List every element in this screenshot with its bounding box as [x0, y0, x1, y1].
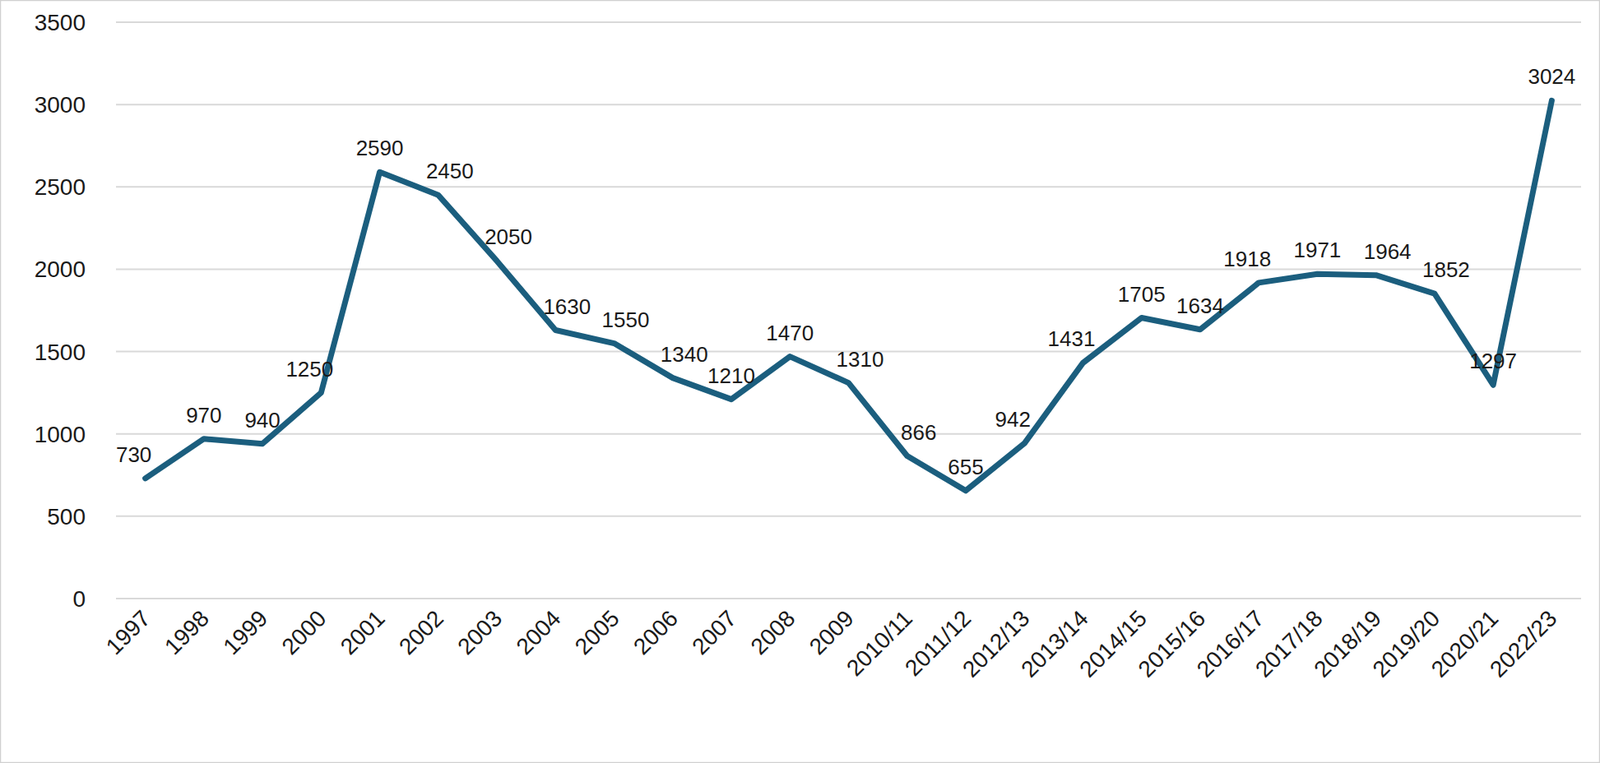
- y-tick-label: 2000: [34, 256, 86, 283]
- grid-line: [115, 185, 1582, 188]
- data-label: 1971: [1293, 237, 1341, 263]
- grid-line: [115, 268, 1582, 270]
- grid-line: [115, 433, 1582, 436]
- data-label: 1918: [1223, 246, 1271, 272]
- y-tick-label: 2500: [34, 174, 86, 200]
- data-label: 1964: [1363, 239, 1412, 265]
- x-tick-label: 2006: [628, 605, 683, 660]
- data-label: 2590: [356, 135, 404, 161]
- data-label: 940: [244, 408, 280, 433]
- data-label: 1210: [707, 363, 756, 389]
- data-label: 2450: [426, 158, 474, 184]
- grid-line: [115, 515, 1582, 518]
- y-tick-label: 3000: [34, 92, 86, 118]
- x-tick-label: 2001: [335, 605, 390, 660]
- x-tick-label: 2008: [746, 605, 801, 660]
- data-label: 1852: [1422, 257, 1471, 283]
- grid-line: [115, 103, 1582, 106]
- x-tick-label: 1998: [159, 605, 214, 660]
- y-tick-label: 1000: [34, 422, 86, 448]
- x-tick-label: 2003: [452, 605, 507, 660]
- data-label: 942: [995, 407, 1031, 432]
- x-tick-label: 2007: [686, 605, 742, 660]
- data-label: 655: [947, 454, 984, 480]
- data-label: 1630: [542, 294, 591, 320]
- data-line: [145, 100, 1553, 491]
- grid-line: [115, 598, 1582, 600]
- data-label: 1340: [660, 342, 709, 367]
- data-label: 730: [115, 442, 152, 468]
- data-label: 970: [185, 403, 222, 428]
- x-tick-label: 2022/23: [1484, 605, 1562, 682]
- x-tick-label: 2004: [511, 605, 566, 660]
- data-label: 1250: [285, 357, 334, 382]
- chart-border: [0, 0, 1600, 763]
- x-tick-label: 2000: [277, 605, 332, 660]
- data-label: 2050: [484, 224, 533, 250]
- y-tick-label: 0: [72, 586, 86, 613]
- plot-area: [145, 100, 1553, 491]
- data-label: 1705: [1117, 282, 1166, 307]
- x-tick-label: 2002: [394, 605, 449, 660]
- data-label: 1297: [1469, 348, 1517, 374]
- y-tick-label: 3500: [34, 9, 86, 36]
- x-tick-label: 2009: [804, 605, 859, 660]
- chart: 0 500 1000 1500 2000 2500 3000 3500 199719981999…: [0, 0, 1600, 763]
- x-tick-label: 1999: [217, 605, 273, 660]
- y-tick-label: 500: [46, 504, 86, 530]
- y-tick-label: 1500: [34, 339, 86, 366]
- data-label: 1550: [602, 307, 650, 333]
- data-label: 866: [900, 420, 937, 446]
- data-label: 3024: [1527, 64, 1576, 89]
- data-label: 1470: [765, 320, 814, 346]
- x-tick-label: 2005: [570, 605, 625, 660]
- grid-line: [115, 21, 1582, 24]
- data-label: 1634: [1176, 293, 1225, 319]
- data-label: 1431: [1048, 326, 1096, 352]
- data-label: 1310: [836, 347, 885, 372]
- x-tick-label: 1997: [101, 605, 156, 660]
